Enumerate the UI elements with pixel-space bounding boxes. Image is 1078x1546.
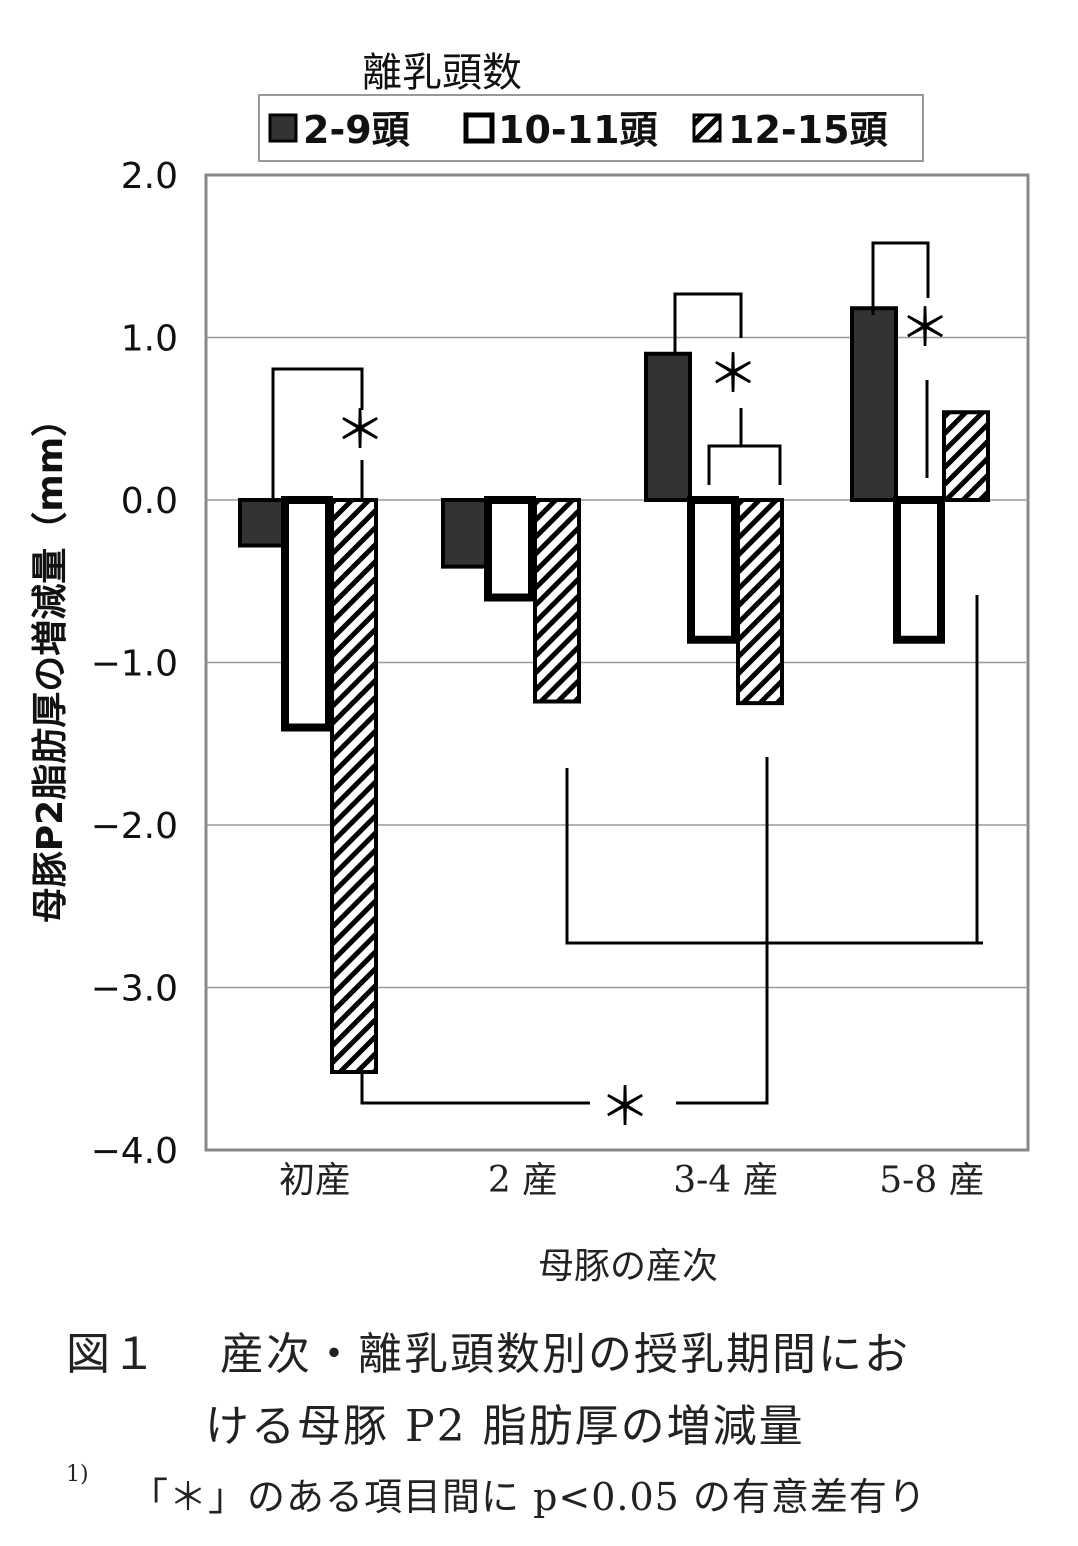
significance-asterisk: ＊ (899, 299, 951, 359)
legend-label-2-9: 2-9頭 (303, 108, 411, 152)
x-axis-label: 母豚の産次 (538, 1246, 718, 1287)
significance-bracket (271, 367, 364, 500)
significance-bracket (707, 444, 782, 485)
legend-swatch-10-11 (463, 112, 495, 144)
y-axis-label: 母豚P2脂肪厚の増減量（mm） (30, 401, 71, 923)
bar-2-9頭-5-8 産 (850, 306, 898, 502)
footnote: 「＊」のある項目間に p<0.05 の有意差有り (130, 1475, 927, 1519)
caption-line-2: ける母豚 P2 脂肪厚の増減量 (205, 1401, 805, 1452)
x-tick-label: 3-4 産 (673, 1160, 778, 1201)
legend-label-12-15: 12-15頭 (728, 108, 889, 152)
y-tick-label: −3.0 (91, 969, 178, 1010)
footnote-marker: 1) (66, 1462, 89, 1487)
bar-2-9頭-2 産 (441, 498, 489, 569)
legend-label-10-11: 10-11頭 (498, 108, 659, 152)
bar-12-15頭-5-8 産 (942, 410, 990, 502)
significance-bracket (871, 241, 930, 315)
bar-10-11頭-3-4 産 (687, 496, 739, 644)
bar-2-9頭-3-4 産 (644, 351, 692, 502)
significance-asterisk: ＊ (334, 401, 386, 461)
bar-12-15頭-2 産 (533, 498, 581, 704)
bar-10-11頭-2 産 (484, 496, 536, 602)
y-tick-label: −4.0 (91, 1131, 178, 1172)
significance-brackets (271, 241, 983, 1105)
significance-asterisk: ＊ (599, 1078, 651, 1138)
legend-swatch-2-9 (268, 113, 298, 143)
bar-12-15頭-3-4 産 (736, 498, 784, 706)
significance-bracket (673, 292, 743, 353)
significance-bracket (676, 757, 769, 1105)
y-tick-label: −2.0 (91, 806, 178, 847)
x-tick-label: 2 産 (488, 1160, 558, 1201)
significance-asterisk: ＊ (707, 345, 759, 405)
significance-bracket (565, 768, 983, 945)
bar-10-11頭-5-8 産 (893, 496, 945, 644)
legend-title: 離乳頭数 (362, 50, 522, 96)
y-tick-label: −1.0 (91, 644, 178, 685)
y-tick-label: 1.0 (121, 319, 178, 360)
significance-bracket (360, 1072, 590, 1105)
caption-line-1: 図１ 産次・離乳頭数別の授乳期間にお (66, 1329, 910, 1380)
x-tick-label: 初産 (279, 1160, 351, 1201)
bar-2-9頭-初産 (238, 498, 286, 548)
x-tick-label: 5-8 産 (879, 1160, 984, 1201)
legend: 2-9頭 10-11頭 12-15頭 (258, 94, 924, 162)
bar-12-15頭-初産 (330, 498, 378, 1074)
y-tick-label: 0.0 (121, 481, 178, 522)
bar-10-11頭-初産 (281, 496, 333, 732)
y-tick-label: 2.0 (121, 156, 178, 197)
legend-swatch-12-15 (692, 113, 722, 143)
